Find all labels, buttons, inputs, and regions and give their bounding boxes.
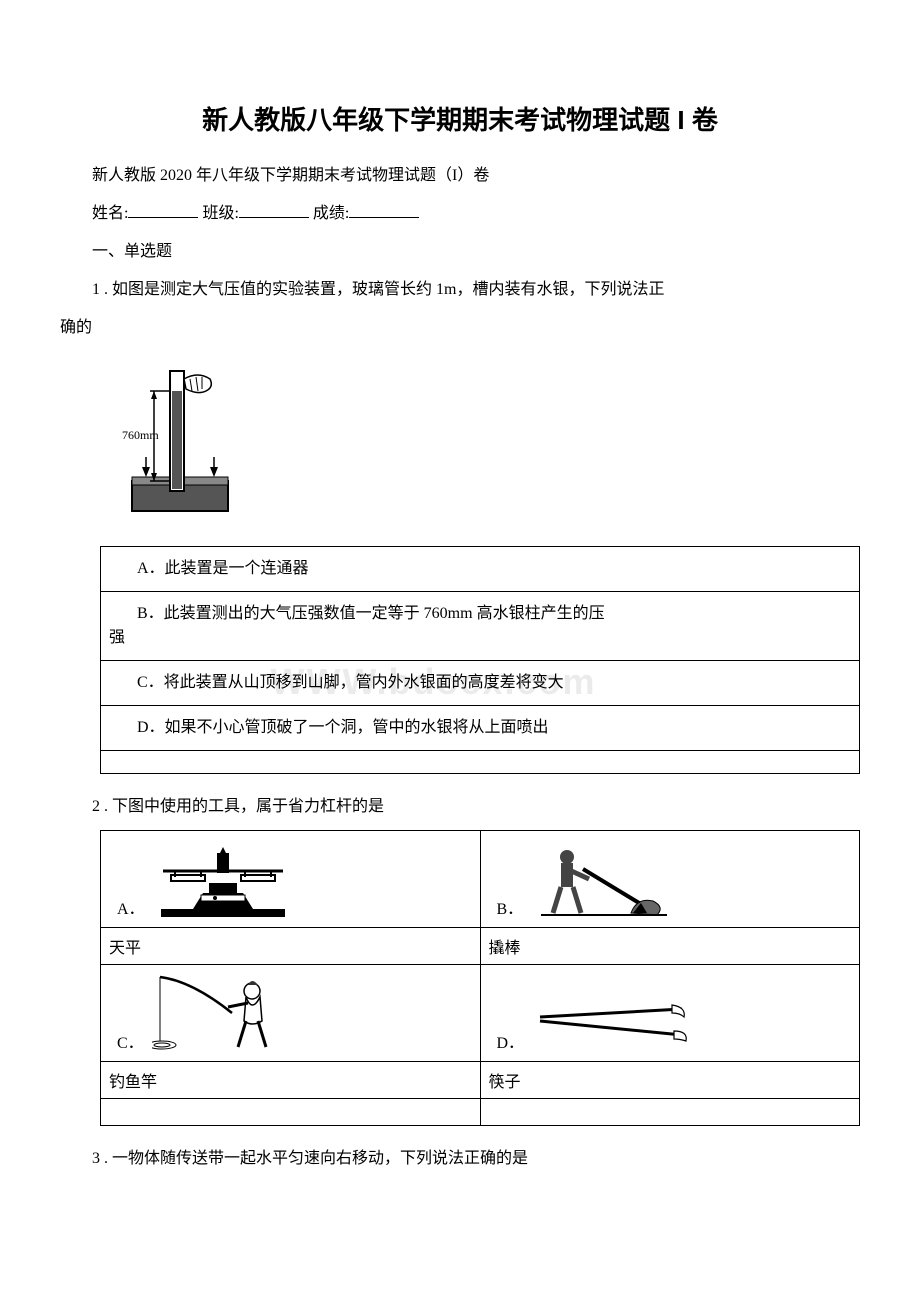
q3-stem: 3 . 一物体随传送带一起水平匀速向右移动，下列说法正确的是 — [60, 1144, 860, 1168]
barometer-label: 760mm — [122, 428, 159, 442]
name-blank — [128, 201, 198, 218]
class-label: 班级: — [202, 205, 238, 222]
chopsticks-icon — [532, 997, 692, 1057]
section-heading: 一、单选题 — [60, 237, 860, 261]
q1-option-a: A．此装置是一个连通器 — [101, 547, 860, 592]
crowbar-icon — [531, 843, 671, 923]
q2-cell-b: B． — [480, 831, 860, 928]
q2-cell-a: A． — [101, 831, 481, 928]
class-blank — [239, 201, 309, 218]
q2-b-label: B． — [497, 895, 524, 919]
fishing-rod-icon — [152, 971, 302, 1057]
q1-option-b-line1: B．此装置测出的大气压强数值一定等于 760mm 高水银柱产生的压 — [109, 602, 851, 626]
q2-stem: 2 . 下图中使用的工具，属于省力杠杆的是 — [60, 792, 860, 816]
q1-option-d: D．如果不小心管顶破了一个洞，管中的水银将从上面喷出 — [101, 706, 860, 751]
q2-a-caption: 天平 — [101, 928, 481, 965]
score-blank — [349, 201, 419, 218]
q1-option-blank — [101, 751, 860, 774]
q1-option-b-line2: 强 — [109, 626, 851, 650]
name-label: 姓名: — [92, 205, 128, 222]
q1-option-c-text: C．将此装置从山顶移到山脚，管内外水银面的高度差将变大 — [137, 674, 564, 691]
q1-option-c: C．将此装置从山顶移到山脚，管内外水银面的高度差将变大 WWW.bdocx.co… — [101, 661, 860, 706]
score-label: 成绩: — [313, 205, 349, 222]
student-info-row: 姓名: 班级: 成绩: — [60, 199, 860, 223]
q2-b-caption: 撬棒 — [480, 928, 860, 965]
q2-tools-table: A． — [100, 830, 860, 1126]
q2-blank-l — [101, 1099, 481, 1126]
q2-cell-d: D． — [480, 965, 860, 1062]
q2-c-label: C． — [117, 1029, 144, 1053]
q1-stem-b: 确的 — [60, 313, 860, 337]
q1-stem-a: 1 . 如图是测定大气压值的实验装置，玻璃管长约 1m，槽内装有水银，下列说法正 — [60, 275, 860, 299]
q1-option-b: B．此装置测出的大气压强数值一定等于 760mm 高水银柱产生的压 强 — [101, 592, 860, 661]
q2-c-caption: 钓鱼竿 — [101, 1062, 481, 1099]
q2-d-caption: 筷子 — [480, 1062, 860, 1099]
q1-options-table: A．此装置是一个连通器 B．此装置测出的大气压强数值一定等于 760mm 高水银… — [100, 546, 860, 774]
q2-cell-c: C． — [101, 965, 481, 1062]
subtitle: 新人教版 2020 年八年级下学期期末考试物理试题（I）卷 — [60, 161, 860, 185]
page-title: 新人教版八年级下学期期末考试物理试题 I 卷 — [60, 100, 860, 137]
q2-a-label: A． — [117, 895, 145, 919]
barometer-diagram: 760mm — [120, 361, 240, 521]
q2-blank-r — [480, 1099, 860, 1126]
q2-d-label: D． — [497, 1029, 525, 1053]
balance-icon — [153, 843, 293, 923]
